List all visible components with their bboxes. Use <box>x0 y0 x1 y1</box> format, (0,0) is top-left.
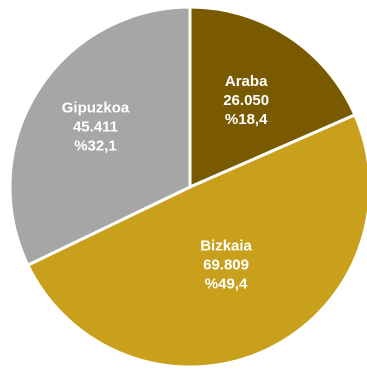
slice-value-label: 45.411 <box>73 119 118 136</box>
pie-slices <box>8 5 367 369</box>
slice-name-label: Gipuzkoa <box>62 100 130 117</box>
slice-name-label: Bizkaia <box>200 237 252 254</box>
pie-slice-bizkaia <box>26 113 367 369</box>
slice-percent-label: %49,4 <box>205 275 248 292</box>
slice-percent-label: %18,4 <box>225 111 268 128</box>
slice-name-label: Araba <box>225 73 268 90</box>
slice-value-label: 69.809 <box>203 256 249 273</box>
slice-percent-label: %32,1 <box>74 138 117 155</box>
pie-slice-gipuzkoa <box>8 5 192 267</box>
pie-labels: Araba 26.050 %18,4 Bizkaia 69.809 %49,4 Gipuzk… <box>62 73 269 292</box>
slice-value-label: 26.050 <box>223 92 269 109</box>
pie-slice-araba <box>188 5 357 189</box>
